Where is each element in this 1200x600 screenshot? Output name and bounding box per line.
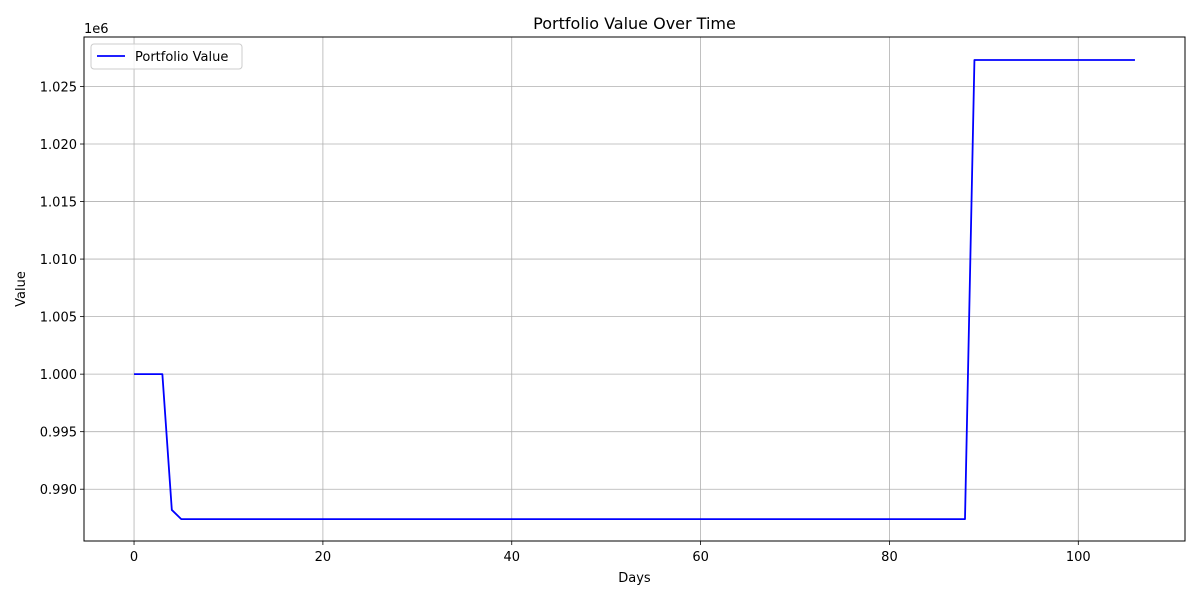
series-layer (134, 59, 1135, 521)
y-tick-label: 1.020 (40, 138, 77, 153)
y-tick-label: 0.990 (40, 483, 77, 498)
y-tick-label: 1.025 (40, 80, 77, 95)
x-tick-label: 20 (315, 550, 332, 565)
y-tick-label: 1.005 (40, 311, 77, 326)
x-tick-label: 0 (130, 550, 138, 565)
legend-box (90, 43, 243, 70)
y-tick-label: 1.000 (40, 368, 77, 383)
chart-title: Portfolio Value Over Time (533, 14, 736, 33)
x-tick-label: 40 (503, 550, 520, 565)
plot-area (84, 37, 1185, 541)
y-axis-label: Value (14, 271, 29, 307)
ticks: 0 20 40 60 80 100 0.990 0.995 1.000 1.005 1.010 1.0… (40, 80, 1091, 565)
y-tick-label: 1.015 (40, 196, 77, 211)
legend: Portfolio Value (90, 43, 243, 70)
x-tick-label: 60 (692, 550, 709, 565)
y-tick-label: 1.010 (40, 253, 77, 268)
grid (84, 37, 1185, 541)
series-line-portfolio-value (134, 59, 1135, 521)
x-axis-label: Days (618, 571, 651, 586)
plot-frame (83, 36, 1186, 542)
y-offset-label: 1e6 (84, 22, 109, 37)
y-tick-label: 0.995 (40, 426, 77, 441)
x-tick-label: 80 (881, 550, 898, 565)
x-tick-label: 100 (1066, 550, 1091, 565)
legend-label: Portfolio Value (135, 50, 228, 65)
